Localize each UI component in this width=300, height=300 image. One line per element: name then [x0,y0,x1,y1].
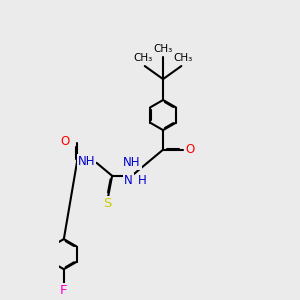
Text: O: O [185,143,195,156]
Text: H: H [137,174,146,187]
Text: F: F [60,284,68,297]
Text: CH₃: CH₃ [173,53,192,63]
Text: NH: NH [78,155,95,168]
Text: N: N [124,174,133,187]
Text: S: S [103,197,111,210]
Text: CH₃: CH₃ [153,44,173,54]
Text: NH: NH [123,156,141,169]
Text: O: O [60,135,70,148]
Text: CH₃: CH₃ [134,53,153,63]
